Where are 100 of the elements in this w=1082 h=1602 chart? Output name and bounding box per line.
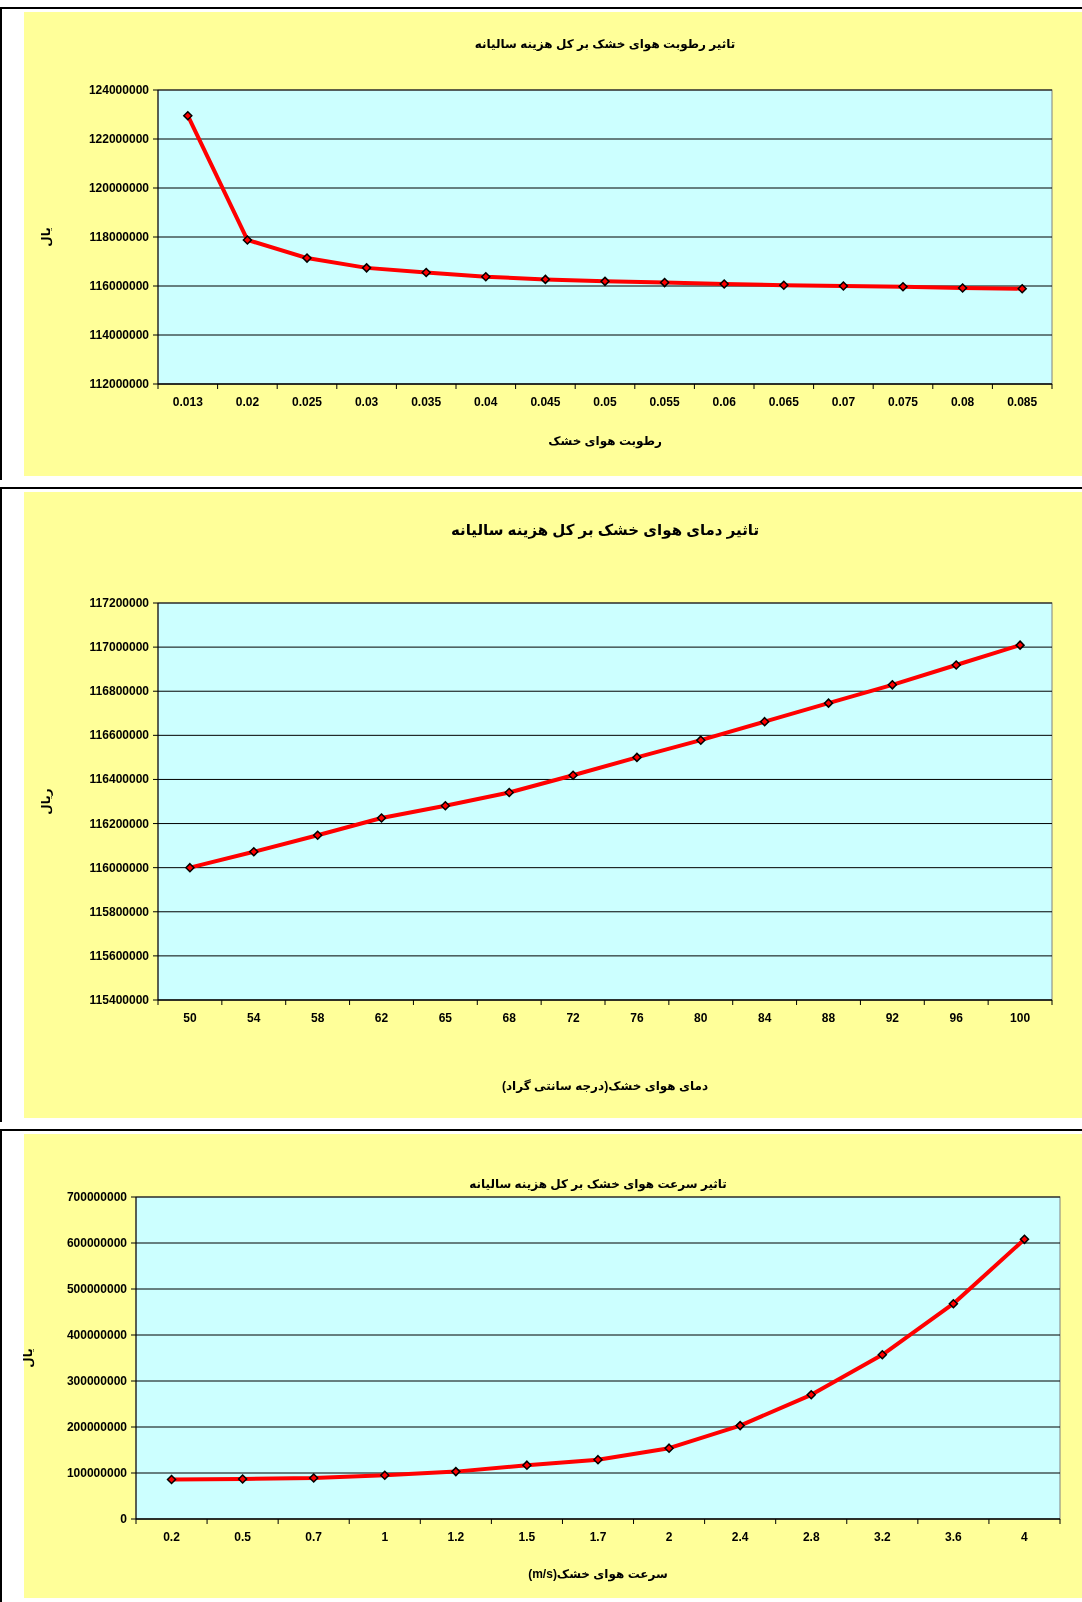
point — [302, 253, 312, 263]
x-tick-label: 3.6 — [945, 1530, 963, 1544]
y-tick-label: 0 — [120, 1512, 128, 1526]
point — [421, 267, 431, 278]
x-tick-label: 84 — [757, 1011, 772, 1025]
point — [504, 787, 514, 798]
x-tick-label: 0.075 — [887, 395, 919, 409]
y-tick-label: 115800000 — [89, 904, 150, 919]
point — [361, 263, 372, 273]
y-tick-label: 117200000 — [89, 596, 150, 610]
x-tick-label: 80 — [694, 1011, 708, 1025]
x-tick-label: 58 — [310, 1011, 325, 1025]
y-tick-label: 114000000 — [89, 328, 150, 342]
x-tick-label: 0.055 — [649, 395, 680, 409]
y-axis-title: ریال — [39, 788, 53, 815]
x-tick-label: 76 — [630, 1011, 644, 1025]
chart-title: تاثیر رطوبت هوای خشک بر کل هزینه سالیانه — [474, 37, 736, 52]
x-tick-label: 0.5 — [234, 1530, 252, 1544]
x-tick-label: 54 — [247, 1011, 261, 1025]
point — [376, 813, 387, 823]
point — [759, 716, 770, 727]
y-tick-label: 100000000 — [66, 1466, 128, 1480]
x-tick-label: 0.025 — [291, 395, 323, 409]
point — [540, 274, 551, 285]
point — [1017, 283, 1027, 294]
point — [183, 110, 193, 121]
point — [806, 1390, 816, 1400]
point — [838, 281, 849, 291]
point — [312, 830, 323, 840]
y-tick-label: 116400000 — [89, 772, 150, 787]
x-tick-label: 0.04 — [474, 395, 498, 409]
x-tick-label: 1.2 — [447, 1530, 465, 1544]
x-tick-label: 0.035 — [411, 395, 442, 409]
point — [779, 280, 789, 291]
y-tick-label: 122000000 — [88, 132, 150, 146]
x-axis-title: دمای هوای خشک(درجه سانتی گراد) — [501, 1079, 709, 1094]
x-tick-label: 68 — [502, 1011, 517, 1025]
x-tick-label: 3.2 — [873, 1530, 891, 1544]
x-tick-label: 0.2 — [163, 1530, 181, 1544]
x-tick-label: 72 — [566, 1011, 581, 1025]
x-tick-label: 1.7 — [589, 1530, 607, 1544]
y-axis-title: یال — [39, 227, 53, 247]
point — [632, 752, 642, 763]
point — [593, 1454, 603, 1465]
x-axis-title: سرعت هوای خشک(m/s) — [528, 1567, 668, 1582]
x-tick-label: 88 — [821, 1011, 836, 1025]
y-axis-title: یال — [21, 1348, 35, 1368]
point — [877, 1350, 888, 1360]
point — [1015, 640, 1025, 650]
x-tick-label: 1.5 — [518, 1530, 536, 1544]
x-tick-label: 0.013 — [172, 395, 204, 409]
point — [957, 283, 968, 293]
y-tick-label: 115600000 — [89, 948, 150, 963]
x-tick-label: 0.05 — [593, 395, 617, 409]
point — [568, 770, 578, 780]
point — [659, 277, 670, 288]
y-tick-label: 200000000 — [66, 1420, 128, 1434]
x-tick-label: 96 — [949, 1011, 964, 1025]
point — [719, 279, 729, 289]
point — [735, 1420, 745, 1431]
y-tick-label: 300000000 — [66, 1374, 128, 1388]
y-tick-label: 700000000 — [66, 1190, 128, 1204]
x-tick-label: 100 — [1010, 1011, 1031, 1025]
x-tick-label: 0.07 — [831, 395, 856, 409]
y-tick-label: 120000000 — [88, 181, 150, 195]
x-tick-label: 92 — [885, 1011, 900, 1025]
point — [522, 1460, 532, 1470]
x-tick-label: 0.08 — [950, 395, 975, 409]
x-tick-label: 65 — [438, 1011, 453, 1025]
x-tick-label: 0.7 — [305, 1530, 323, 1544]
point — [898, 281, 908, 292]
y-tick-label: 500000000 — [66, 1282, 128, 1296]
chart-title: تاثیر سرعت هوای خشک بر کل هزینه سالیانه — [469, 1177, 727, 1192]
point — [380, 1470, 390, 1481]
y-tick-label: 116000000 — [89, 860, 150, 875]
point — [185, 862, 195, 873]
x-tick-label: 0.045 — [530, 395, 561, 409]
x-tick-label: 0.06 — [712, 395, 737, 409]
point — [948, 1298, 959, 1309]
point — [664, 1443, 674, 1453]
x-tick-label: 0.03 — [354, 395, 379, 409]
point — [249, 847, 259, 857]
x-tick-label: 2.8 — [802, 1530, 820, 1544]
y-tick-label: 112000000 — [89, 377, 150, 391]
point — [242, 235, 253, 245]
point — [451, 1466, 461, 1477]
y-tick-label: 400000000 — [66, 1328, 128, 1342]
point — [600, 276, 610, 287]
x-tick-label: 50 — [183, 1011, 197, 1025]
point — [887, 680, 898, 690]
x-tick-label: 4 — [1021, 1530, 1029, 1544]
point — [440, 800, 451, 811]
x-tick-label: 2.4 — [731, 1530, 749, 1544]
y-tick-label: 116000000 — [89, 279, 150, 293]
x-tick-label: 1 — [381, 1530, 389, 1544]
x-tick-label: 0.085 — [1007, 395, 1038, 409]
x-tick-label: 62 — [374, 1011, 389, 1025]
point — [237, 1474, 248, 1484]
y-tick-label: 116800000 — [89, 684, 150, 699]
y-tick-label: 600000000 — [66, 1236, 128, 1250]
